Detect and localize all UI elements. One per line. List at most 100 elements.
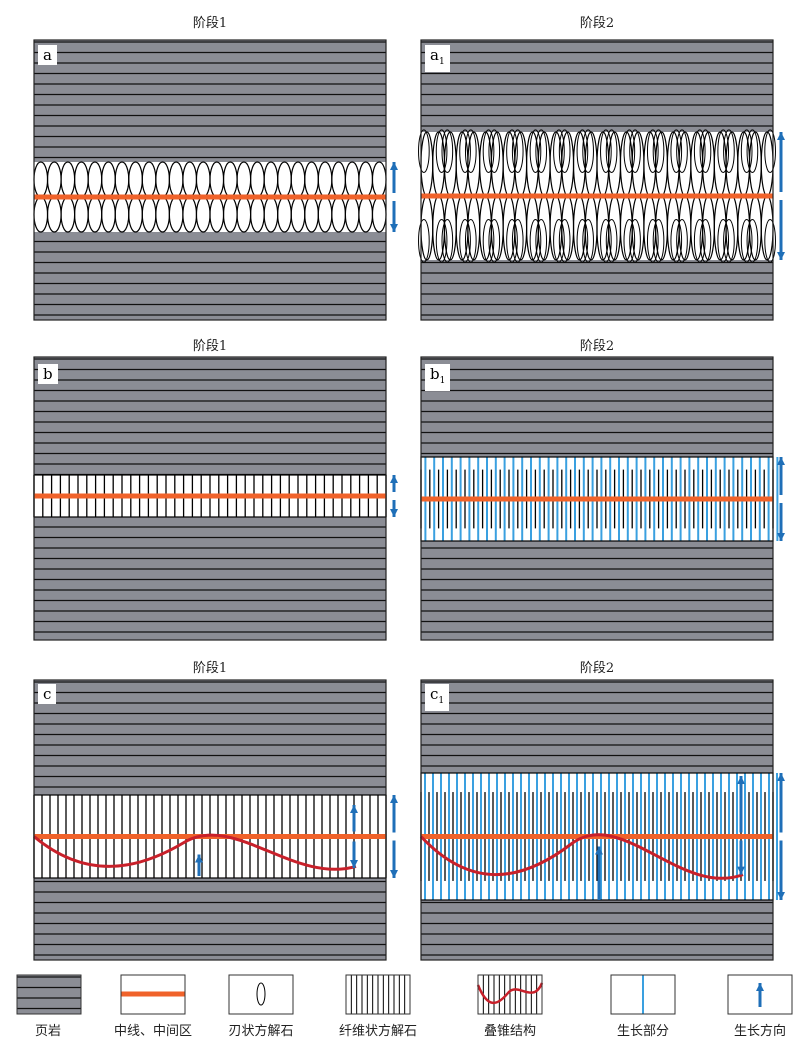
growth-arrow-inner-down-head — [350, 860, 358, 868]
bladed-calcite-crystal — [723, 218, 735, 263]
panel-border — [420, 679, 774, 961]
bladed-calcite-crystal — [623, 218, 636, 263]
bladed-calcite-crystal — [746, 218, 759, 263]
panel-label-c: c — [38, 684, 57, 704]
bladed-calcite-crystal — [723, 129, 735, 174]
bladed-calcite-crystal — [699, 218, 712, 263]
growth-arrow-inner-head — [595, 846, 603, 855]
bladed-calcite-crystal — [459, 218, 471, 263]
bladed-calcite-crystal — [558, 218, 571, 263]
panel-border — [420, 356, 774, 641]
bladed-calcite-crystal — [464, 129, 477, 174]
growth-arrow-down-head — [390, 509, 398, 517]
bladed-calcite-crystal — [670, 218, 683, 263]
bladed-calcite-crystal — [717, 218, 730, 263]
bladed-calcite-crystal — [652, 129, 665, 174]
bladed-calcite-crystal — [699, 129, 712, 174]
bladed-calcite-crystal — [553, 218, 565, 263]
bladed-calcite-crystal — [482, 218, 495, 263]
stage-title-b1: 阶段2 — [579, 339, 615, 354]
bladed-calcite-crystal — [482, 129, 495, 174]
bladed-calcite-crystal — [441, 218, 454, 263]
panel-border — [33, 356, 387, 641]
bladed-calcite-crystal — [435, 129, 448, 174]
legend-box-border — [16, 974, 82, 1015]
bladed-calcite-crystal — [740, 218, 753, 263]
legend-box-border — [345, 974, 411, 1015]
bladed-calcite-crystal — [646, 129, 659, 174]
bladed-calcite-crystal — [652, 218, 665, 263]
bladed-calcite-crystal — [629, 129, 641, 174]
bladed-calcite-crystal — [553, 129, 565, 174]
bladed-calcite-crystal — [418, 218, 430, 263]
legend-box-border — [477, 974, 543, 1015]
bladed-calcite-crystal — [506, 129, 518, 174]
panel-label-a1: a1 — [425, 45, 450, 72]
bladed-calcite-crystal — [441, 129, 454, 174]
bladed-calcite-crystal — [535, 129, 548, 174]
legend-box-border — [120, 974, 186, 1015]
bladed-calcite-crystal — [576, 129, 589, 174]
growth-arrow-inner-head — [195, 854, 203, 863]
growth-arrow-up-head — [777, 457, 785, 465]
legend-cone-curve — [476, 982, 544, 1005]
bladed-calcite-crystal — [535, 218, 548, 263]
growth-arrow-down-head — [777, 533, 785, 541]
bladed-calcite-crystal — [676, 218, 688, 263]
legend-label-cone: 叠锥结构 — [483, 1024, 537, 1039]
bladed-calcite-crystal — [558, 129, 571, 174]
growth-arrow-down-head — [777, 892, 785, 900]
bladed-calcite-crystal — [511, 218, 524, 263]
bladed-calcite-crystal — [576, 218, 589, 263]
legend-bladed-crystal — [256, 982, 266, 1006]
stage-title-b: 阶段1 — [192, 339, 228, 354]
bladed-calcite-crystal — [488, 129, 501, 174]
growth-arrow-up-head — [390, 162, 398, 170]
legend-growth-arrow-head — [756, 983, 764, 991]
stage-title-a1: 阶段2 — [579, 16, 615, 31]
growth-arrow-up-head — [390, 475, 398, 483]
legend-label-shale: 页岩 — [34, 1024, 62, 1039]
bladed-calcite-crystal — [623, 129, 636, 174]
bladed-calcite-crystal — [506, 218, 518, 263]
panel-label-b: b — [38, 364, 58, 384]
legend-label-growth-direction: 生长方向 — [733, 1024, 787, 1039]
growth-arrow-inner-up-head — [350, 805, 358, 813]
stage-title-c: 阶段1 — [192, 661, 228, 676]
panel-label-b1: b1 — [425, 364, 451, 391]
bladed-calcite-crystal — [418, 129, 430, 174]
bladed-calcite-crystal — [459, 129, 471, 174]
legend-bladed-calcite-icon — [229, 975, 293, 1014]
growth-arrow-inner-up-head — [737, 776, 745, 784]
growth-arrow-up-head — [777, 773, 785, 781]
bladed-calcite-crystal — [693, 218, 706, 263]
panel-border — [420, 39, 774, 321]
bladed-calcite-crystal — [740, 129, 753, 174]
bladed-calcite-crystal — [600, 218, 612, 263]
legend-box-border — [727, 974, 793, 1015]
legend-label-fibrous: 纤维状方解石 — [338, 1024, 418, 1039]
legend-label-bladed: 刃状方解石 — [228, 1024, 294, 1039]
panel-label-c1: c1 — [425, 684, 450, 711]
bladed-calcite-crystal — [529, 218, 542, 263]
stage-title-a: 阶段1 — [192, 16, 228, 31]
legend-shale-icon — [17, 975, 81, 1014]
bladed-calcite-crystal — [529, 129, 542, 174]
bladed-calcite-crystal — [582, 218, 594, 263]
growth-arrow-up-head — [390, 795, 398, 803]
bladed-calcite-crystal — [435, 218, 448, 263]
panel-label-a: a — [38, 45, 57, 65]
stage-title-c1: 阶段2 — [579, 661, 615, 676]
growth-arrow-down-head — [777, 252, 785, 260]
bladed-calcite-crystal — [605, 129, 618, 174]
panel-border — [33, 39, 387, 321]
bladed-calcite-crystal — [764, 129, 776, 174]
growth-arrow-inner-down-head — [737, 866, 745, 875]
bladed-calcite-crystal — [646, 218, 659, 263]
bladed-calcite-crystal — [717, 129, 730, 174]
bladed-calcite-crystal — [764, 218, 776, 263]
bladed-calcite-crystal — [605, 218, 618, 263]
cone-in-cone-curve — [419, 833, 744, 880]
